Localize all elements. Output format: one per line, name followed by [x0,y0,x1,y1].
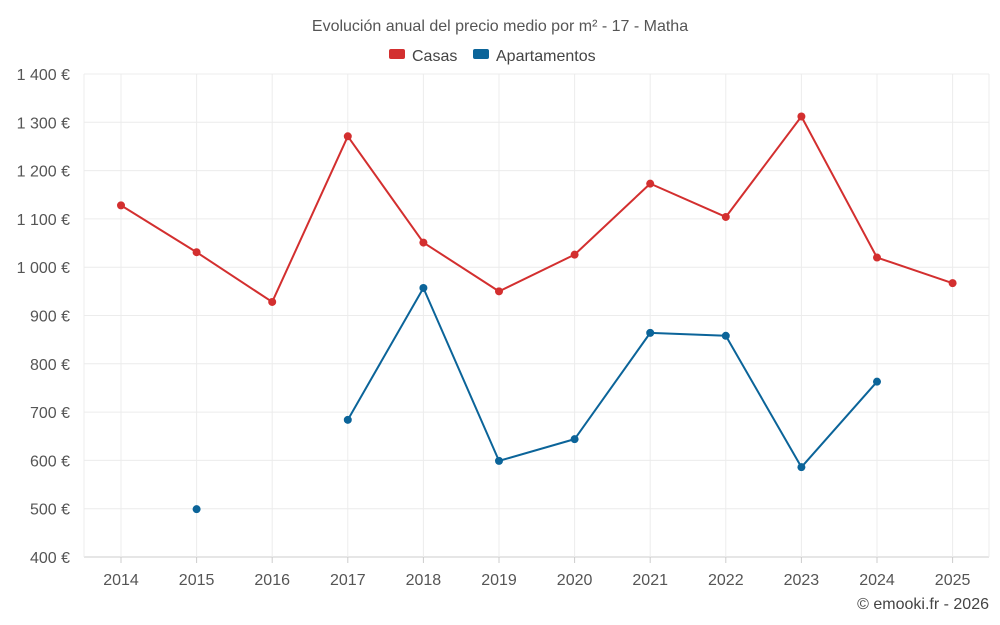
y-tick-label: 500 € [30,502,70,519]
data-point-casas-2022[interactable] [721,212,730,221]
series-line-apartamentos [346,286,878,469]
x-tick-label: 2018 [406,572,442,589]
legend-label-casas: Casas [412,48,457,65]
legend-label-apartamentos: Apartamentos [496,48,596,65]
data-point-apartamentos-2020[interactable] [570,435,579,444]
y-tick-label: 400 € [30,550,70,567]
data-point-casas-2015[interactable] [192,248,201,257]
chart-title: Evolución anual del precio medio por m² … [312,18,688,35]
series-line-casas [120,115,953,303]
legend: Casas Apartamentos [389,48,596,65]
x-tick-label: 2019 [481,572,517,589]
data-point-casas-2020[interactable] [570,250,579,259]
x-axis: 2014 2015 2016 2017 2018 2019 2020 2021 2022 2023… [103,557,970,589]
x-tick-label: 2023 [784,572,820,589]
data-point-casas-2018[interactable] [419,238,428,247]
y-tick-label: 1 000 € [17,260,70,277]
y-tick-label: 600 € [30,453,70,470]
data-point-casas-2017[interactable] [343,132,352,141]
x-tick-label: 2020 [557,572,593,589]
legend-item-apartamentos[interactable]: Apartamentos [473,48,596,65]
x-tick-label: 2014 [103,572,139,589]
y-tick-label: 700 € [30,405,70,422]
data-point-casas-2023[interactable] [797,112,806,121]
data-point-casas-2024[interactable] [873,253,881,262]
x-tick-label: 2025 [935,572,971,589]
data-point-apartamentos-2023[interactable] [797,463,806,472]
y-tick-label: 800 € [30,357,70,374]
data-point-casas-2019[interactable] [495,287,503,296]
data-point-casas-2025[interactable] [948,279,957,288]
data-point-apartamentos-2017[interactable] [343,415,352,424]
data-point-apartamentos-2024[interactable] [873,377,881,386]
data-point-apartamentos-2018[interactable] [419,283,428,292]
x-tick-label: 2021 [632,572,668,589]
y-tick-label: 1 200 € [17,164,70,181]
data-point-apartamentos-2019[interactable] [495,456,503,465]
x-tick-label: 2017 [330,572,366,589]
series-apartamentos [192,283,881,514]
x-tick-label: 2015 [179,572,215,589]
series-casas [117,112,957,306]
series-layer [117,112,957,514]
data-point-apartamentos-2015[interactable] [192,505,201,514]
x-tick-label: 2016 [254,572,290,589]
data-point-apartamentos-2022[interactable] [721,331,730,340]
data-point-casas-2014[interactable] [117,201,125,210]
gridlines [83,73,990,558]
legend-swatch-casas [389,49,405,59]
y-tick-label: 900 € [30,309,70,326]
y-tick-label: 1 400 € [17,67,70,84]
legend-swatch-apartamentos [473,49,489,59]
y-tick-label: 1 300 € [17,115,70,132]
x-tick-label: 2022 [708,572,744,589]
y-axis: 400 € 500 € 600 € 700 € 800 € 900 € 1 000 € 1 1… [17,67,70,567]
data-point-casas-2016[interactable] [268,297,277,306]
credit-text: © emooki.fr - 2026 [857,596,989,613]
legend-item-casas[interactable]: Casas [389,48,457,65]
data-point-casas-2021[interactable] [646,179,655,188]
x-tick-label: 2024 [859,572,895,589]
y-tick-label: 1 100 € [17,212,70,229]
data-point-apartamentos-2021[interactable] [646,328,655,337]
